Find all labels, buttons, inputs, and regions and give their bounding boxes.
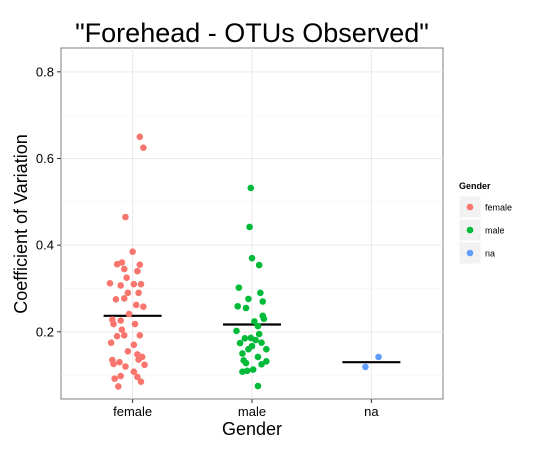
data-point-female bbox=[136, 332, 144, 339]
legend-point-male bbox=[466, 226, 474, 234]
data-point-female bbox=[124, 289, 132, 297]
data-point-female bbox=[125, 310, 133, 318]
data-point-female bbox=[110, 360, 117, 368]
data-point-male bbox=[258, 361, 265, 368]
x-axis-title: Gender bbox=[222, 419, 282, 439]
data-point-male bbox=[242, 359, 250, 367]
data-point-female bbox=[122, 363, 129, 370]
data-point-male bbox=[249, 366, 257, 373]
data-point-female bbox=[110, 320, 117, 328]
data-point-male bbox=[252, 336, 259, 344]
data-point-female bbox=[131, 320, 139, 328]
legend-label-female: female bbox=[485, 203, 512, 213]
data-point-female bbox=[117, 372, 124, 380]
legend-point-female bbox=[466, 203, 474, 211]
data-point-female bbox=[130, 280, 138, 288]
data-point-male bbox=[258, 339, 265, 346]
chart-title: "Forehead - OTUs Observed" bbox=[75, 18, 429, 48]
data-point-male bbox=[242, 304, 250, 312]
data-points bbox=[106, 133, 382, 390]
data-point-na bbox=[362, 363, 369, 371]
legend-items: female male na bbox=[458, 195, 512, 265]
data-point-female bbox=[132, 301, 140, 309]
data-point-female bbox=[107, 339, 115, 346]
data-point-female bbox=[136, 261, 144, 268]
data-point-female bbox=[115, 383, 122, 390]
data-point-female bbox=[117, 317, 124, 324]
data-point-male bbox=[236, 339, 244, 347]
y-tick-label: 0.8 bbox=[36, 64, 54, 79]
data-point-female bbox=[122, 213, 129, 221]
data-point-female bbox=[134, 267, 141, 275]
data-point-male bbox=[239, 368, 246, 376]
data-point-na bbox=[375, 353, 382, 361]
data-point-female bbox=[112, 296, 120, 303]
gridlines bbox=[61, 48, 443, 399]
data-point-female bbox=[120, 332, 128, 339]
data-point-male bbox=[239, 350, 246, 357]
data-point-female bbox=[120, 265, 128, 273]
data-point-female bbox=[140, 144, 147, 151]
data-point-male bbox=[251, 318, 258, 325]
y-tick-label: 0.6 bbox=[36, 151, 54, 166]
data-point-female bbox=[117, 282, 124, 289]
legend-title: Gender bbox=[459, 181, 491, 191]
data-point-male bbox=[248, 254, 256, 262]
data-point-male bbox=[246, 223, 253, 231]
data-point-female bbox=[129, 248, 136, 255]
data-point-female bbox=[135, 356, 142, 363]
data-point-male bbox=[254, 353, 262, 361]
data-point-female bbox=[124, 348, 132, 355]
data-point-male bbox=[255, 330, 263, 338]
y-tick-label: 0.4 bbox=[36, 238, 54, 253]
data-point-male bbox=[235, 284, 243, 291]
data-point-male bbox=[234, 302, 241, 310]
data-point-male bbox=[245, 345, 252, 353]
data-point-male bbox=[241, 335, 249, 342]
legend-point-na bbox=[466, 249, 474, 257]
data-point-male bbox=[254, 322, 262, 330]
data-point-female bbox=[113, 260, 121, 268]
data-point-female bbox=[137, 378, 145, 385]
y-tick-label: 0.2 bbox=[36, 324, 54, 339]
data-point-male bbox=[254, 382, 262, 390]
data-point-female bbox=[120, 295, 128, 302]
data-point-female bbox=[116, 358, 123, 366]
data-point-female bbox=[137, 280, 145, 288]
data-point-female bbox=[111, 375, 119, 382]
x-axis: female male na bbox=[113, 399, 379, 419]
data-point-female bbox=[118, 326, 126, 333]
data-point-female bbox=[106, 280, 114, 287]
data-point-male bbox=[257, 289, 264, 297]
data-point-male bbox=[245, 295, 252, 303]
y-axis-title: Coefficient of Variation bbox=[11, 134, 31, 313]
data-point-male bbox=[260, 315, 268, 323]
data-point-female bbox=[140, 303, 147, 311]
data-point-male bbox=[255, 261, 263, 269]
data-point-female bbox=[141, 361, 148, 369]
data-point-female bbox=[135, 289, 142, 297]
x-tick-label: female bbox=[113, 404, 152, 419]
data-point-male bbox=[233, 327, 240, 335]
data-point-female bbox=[130, 368, 138, 376]
data-point-male bbox=[247, 184, 255, 192]
data-point-female bbox=[134, 373, 141, 381]
mean-lines bbox=[103, 314, 401, 364]
x-tick-label: male bbox=[238, 404, 266, 419]
legend-label-na: na bbox=[485, 249, 495, 259]
data-point-female bbox=[130, 341, 138, 349]
data-point-female bbox=[136, 133, 144, 141]
data-point-female bbox=[123, 274, 130, 281]
x-tick-label: na bbox=[364, 404, 379, 419]
legend-label-male: male bbox=[485, 226, 505, 236]
data-point-female bbox=[113, 332, 121, 340]
data-point-male bbox=[263, 345, 270, 353]
data-point-male bbox=[259, 298, 267, 305]
data-point-male bbox=[263, 358, 270, 365]
legend: Gender female male na bbox=[458, 181, 512, 265]
y-axis: 0.2 0.4 0.6 0.8 bbox=[36, 64, 61, 339]
